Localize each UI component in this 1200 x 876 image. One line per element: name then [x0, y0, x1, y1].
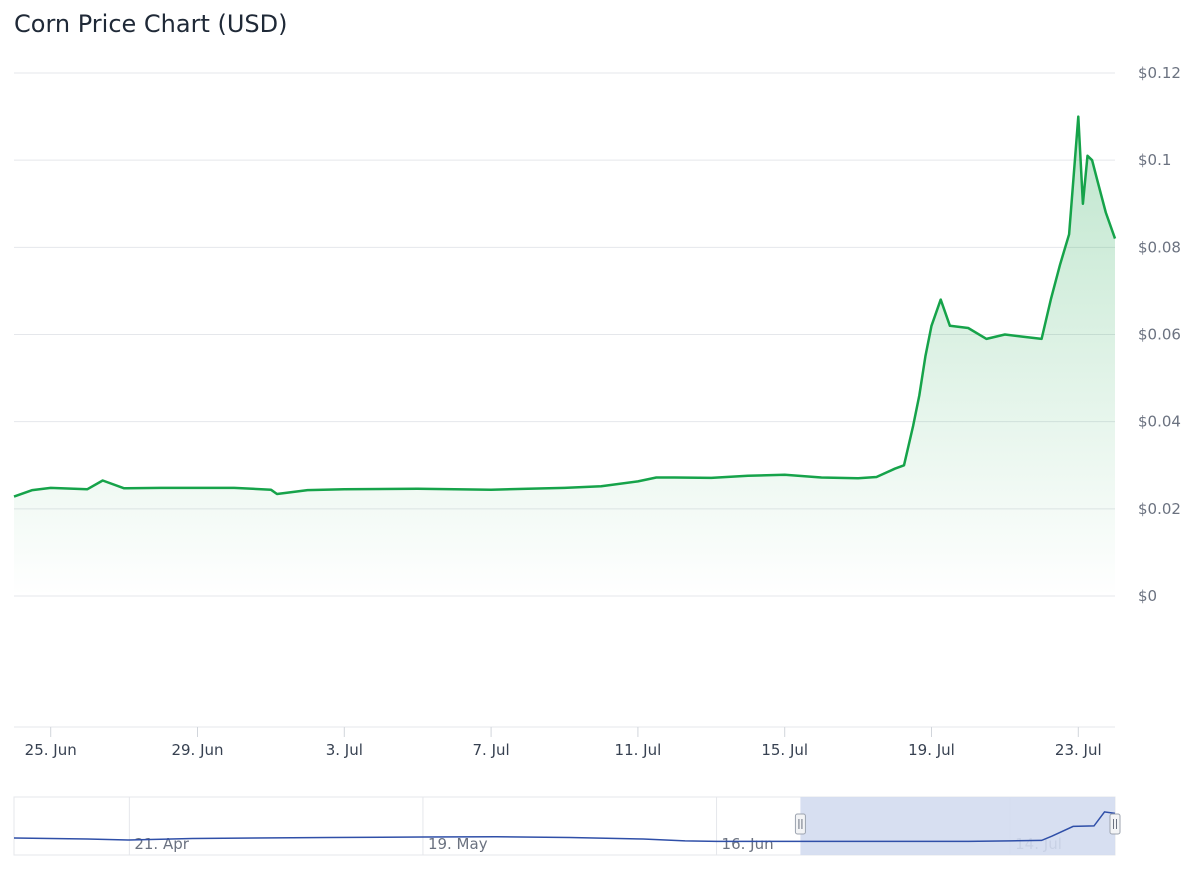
navigator-handle-right[interactable] [1109, 813, 1121, 835]
x-tick-label: 7. Jul [473, 741, 510, 759]
x-tick-label: 11. Jul [615, 741, 662, 759]
y-tick-label: $0.02 [1138, 500, 1181, 518]
price-area-layer [13, 115, 1117, 596]
y-tick-label: $0.08 [1138, 238, 1181, 256]
navigator-label: 16. Jun [722, 835, 774, 853]
x-tick-label: 19. Jul [908, 741, 955, 759]
x-tick-label: 3. Jul [326, 741, 363, 759]
x-tick-label: 23. Jul [1055, 741, 1102, 759]
y-tick-label: $0.12 [1138, 64, 1181, 82]
chart-title: Corn Price Chart (USD) [14, 10, 288, 38]
navigator-selection[interactable] [800, 797, 1115, 855]
x-tick-label: 29. Jun [171, 741, 223, 759]
x-axis: 25. Jun 29. Jun 3. Jul 7. Jul 11. Jul 15. Jul… [25, 727, 1102, 759]
y-tick-label: $0.06 [1138, 326, 1181, 344]
y-tick-label: $0 [1138, 587, 1157, 605]
price-area-fill [14, 116, 1115, 596]
y-tick-label: $0.1 [1138, 151, 1171, 169]
x-tick-label: 25. Jun [25, 741, 77, 759]
x-tick-label: 15. Jul [761, 741, 808, 759]
navigator-label: 21. Apr [134, 835, 189, 853]
navigator-handle-left[interactable] [794, 813, 806, 835]
price-series-line [13, 115, 1117, 498]
navigator-label: 19. May [428, 835, 488, 853]
y-tick-label: $0.04 [1138, 413, 1181, 431]
navigator-series-line [13, 811, 1116, 843]
y-axis-ticks: $0 $0.02 $0.04 $0.06 $0.08 $0.1 $0.12 [1138, 64, 1181, 605]
